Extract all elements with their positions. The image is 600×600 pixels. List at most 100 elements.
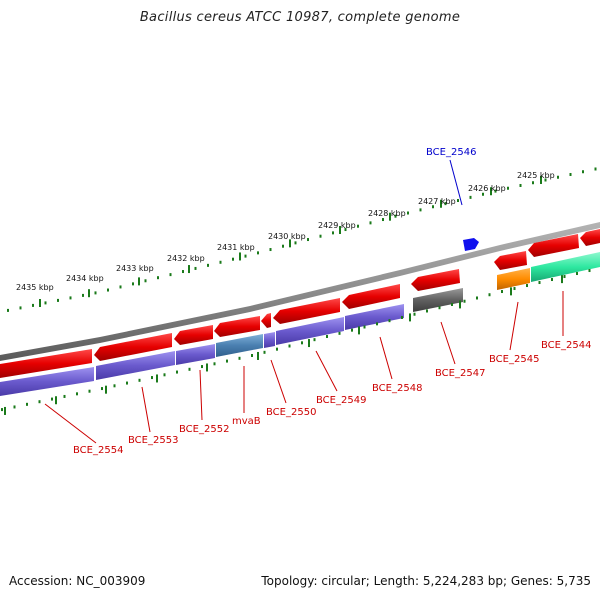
scale-dot: [488, 293, 491, 297]
scale-dot: [69, 296, 72, 300]
map-title: Bacillus cereus ATCC 10987, complete gen…: [139, 10, 461, 25]
major-tick: [105, 385, 107, 394]
gene-label[interactable]: BCE_2553: [128, 435, 178, 446]
scale-dot: [307, 238, 309, 242]
scale-dot: [119, 285, 122, 289]
cds-arrow-bce-2545[interactable]: [494, 251, 527, 270]
scale-dot: [263, 350, 266, 354]
cds-arrow-next[interactable]: [580, 229, 600, 246]
scale-dot: [344, 228, 347, 232]
scale-dot: [19, 306, 22, 310]
gene-bar-bce-2553[interactable]: [96, 351, 175, 380]
cds-arrow-bce-2552[interactable]: [174, 325, 213, 345]
gene-labels: BCE_2554BCE_2553BCE_2552mvaBBCE_2550BCE_…: [73, 340, 591, 456]
scale-dot: [276, 347, 278, 351]
major-tick: [188, 265, 190, 274]
scale-dot: [169, 273, 172, 277]
gene-label[interactable]: BCE_2549: [316, 395, 366, 406]
scale-dot: [219, 260, 222, 264]
gene-label[interactable]: BCE_2545: [489, 354, 539, 365]
scale-dot: [63, 394, 66, 398]
gene-bar-bce-2545[interactable]: [497, 268, 530, 290]
major-tick: [510, 287, 512, 296]
scale-dot: [313, 338, 316, 342]
leader-line-bce-2546: [449, 159, 463, 206]
major-tick: [239, 252, 241, 261]
leader-lines: [44, 291, 564, 444]
gene-bar-small[interactable]: [264, 332, 275, 348]
gene-label-bce-2546[interactable]: BCE_2546: [426, 147, 476, 158]
scale-dot: [213, 362, 216, 366]
gene-bar-bce-2554[interactable]: [0, 367, 94, 396]
cds-arrow-small[interactable]: [261, 313, 271, 328]
gene-bar-bce-2552[interactable]: [176, 344, 215, 365]
gene-bar-bce-2549[interactable]: [345, 304, 404, 330]
scale-dot: [132, 282, 134, 286]
scale-dot: [88, 389, 91, 393]
genome-backbone: [0, 222, 600, 361]
scale-dot: [113, 384, 116, 388]
major-tick: [459, 300, 461, 309]
gene-bar-mvab[interactable]: [216, 334, 263, 357]
cds-arrow-mvab[interactable]: [214, 316, 260, 337]
scale-dot: [369, 221, 372, 225]
scale-dot: [226, 359, 228, 363]
scale-dot: [232, 257, 234, 261]
scale-dot: [157, 276, 159, 280]
scale-dot: [76, 392, 78, 396]
scale-dot: [301, 341, 303, 345]
gene-label[interactable]: BCE_2544: [541, 340, 591, 351]
scale-dot: [538, 281, 541, 285]
scale-dot: [151, 376, 153, 380]
kbp-label: 2433 kbp: [116, 264, 154, 273]
gene-label[interactable]: BCE_2554: [73, 445, 123, 456]
accession-text: Accession: NC_003909: [9, 574, 146, 588]
scale-dot: [351, 328, 353, 332]
scale-dot: [413, 312, 416, 316]
cds-arrow-bce-2544[interactable]: [528, 234, 579, 257]
gene-label[interactable]: BCE_2552: [179, 424, 229, 435]
scale-dot: [588, 269, 591, 273]
kbp-label: 2427 kbp: [418, 197, 456, 206]
gene-label[interactable]: mvaB: [232, 416, 261, 427]
scale-dot: [282, 244, 284, 248]
gene-label[interactable]: BCE_2547: [435, 368, 485, 379]
scale-dot: [269, 248, 272, 252]
major-tick: [389, 212, 391, 221]
scale-dot: [107, 288, 109, 292]
major-tick: [206, 363, 208, 372]
scale-dot: [407, 211, 409, 215]
kbp-label: 2430 kbp: [268, 232, 306, 241]
scale-dot: [201, 365, 203, 369]
cds-arrow-bce-2553[interactable]: [94, 333, 172, 361]
scale-dot: [82, 293, 84, 297]
scale-dot: [438, 306, 441, 310]
gene-bar-bce-2547[interactable]: [413, 288, 463, 312]
scale-dot: [188, 367, 191, 371]
major-tick: [4, 406, 6, 415]
scale-dot: [482, 192, 484, 196]
kbp-label: 2428 kbp: [368, 209, 406, 218]
kbp-scale: [7, 167, 597, 312]
scale-dot: [519, 183, 522, 187]
cds-arrow-bce-2549[interactable]: [342, 284, 400, 309]
major-tick: [156, 374, 158, 383]
major-tick: [138, 277, 140, 286]
major-tick: [289, 239, 291, 248]
cds-arrow-bce-2547[interactable]: [411, 269, 460, 291]
scale-dot: [26, 402, 28, 406]
feature-blue-marker[interactable]: [463, 238, 479, 251]
cds-arrow-bce-2554[interactable]: [0, 349, 92, 378]
gene-label[interactable]: BCE_2548: [372, 383, 422, 394]
gene-label[interactable]: BCE_2550: [266, 407, 316, 418]
gene-bar-bce-2544[interactable]: [531, 252, 600, 282]
scale-dot: [326, 334, 328, 338]
scale-dot: [94, 291, 97, 295]
scale-dot: [338, 331, 341, 335]
gene-bar-bce-2550[interactable]: [276, 317, 344, 345]
kbp-label: 2425 kbp: [517, 171, 555, 180]
scale-dot: [444, 202, 447, 206]
cds-arrow-bce-2550[interactable]: [273, 298, 340, 324]
kbp-label: 2435 kbp: [16, 283, 54, 292]
scale-dot: [332, 231, 334, 235]
